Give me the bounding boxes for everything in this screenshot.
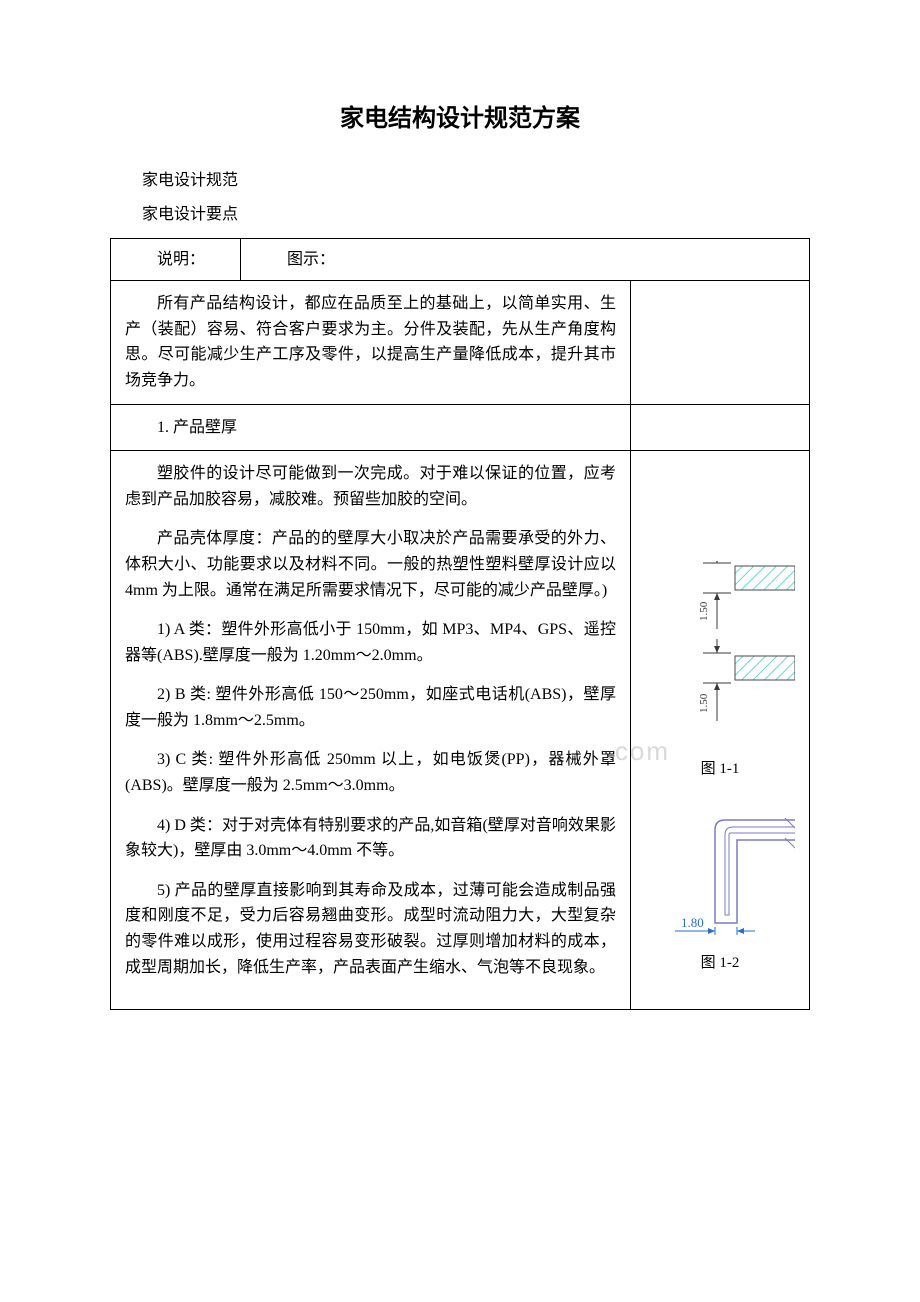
section-body-row: .com 塑胶件的设计尽可能做到一次完成。对于难以保证的位置，应考虑到产品加胶容… (111, 451, 810, 1010)
figure-1-1: 1.50 1.50 图 1-1 (645, 561, 795, 805)
figure-1-1-svg: 1.50 1.50 (645, 561, 795, 751)
figure-1-2: 1.80 图 1-2 (645, 815, 795, 999)
section-1-p6: 4) D 类：对于对壳体有特别要求的产品,如音箱(壁厚对音响效果影象较大)，壁厚… (125, 813, 616, 864)
section-1-heading: 1. 产品壁厚 (125, 415, 616, 441)
section-1-p2: 产品壳体厚度：产品的的壁厚大小取决於产品需要承受的外力、体积大小、功能要求以及材… (125, 526, 616, 603)
figure-1-2-svg: 1.80 (645, 815, 795, 945)
section-heading-figure-cell (631, 404, 810, 451)
figure-1-1-caption: 图 1-1 (701, 757, 740, 781)
intro-cell: 所有产品结构设计，都应在品质至上的基础上，以简单实用、生产（装配）容易、符合客户… (111, 281, 631, 404)
intro-row: 所有产品结构设计，都应在品质至上的基础上，以简单实用、生产（装配）容易、符合客户… (111, 281, 810, 404)
fig2-dim: 1.80 (681, 915, 704, 930)
figures-cell: 1.50 1.50 图 1-1 (631, 451, 810, 1010)
section-1-p5: 3) C 类: 塑件外形高低 250mm 以上，如电饭煲(PP)，器械外罩(AB… (125, 747, 616, 798)
subtitle-line-2: 家电设计要点 (110, 202, 810, 228)
fig1-dim2: 1.50 (698, 693, 710, 713)
document-title: 家电结构设计规范方案 (110, 100, 810, 138)
content-table: 说明： 图示： 所有产品结构设计，都应在品质至上的基础上，以简单实用、生产（装配… (110, 238, 810, 1011)
section-body-cell: .com 塑胶件的设计尽可能做到一次完成。对于难以保证的位置，应考虑到产品加胶容… (111, 451, 631, 1010)
intro-figure-cell (631, 281, 810, 404)
fig1-dim1: 1.50 (698, 601, 710, 621)
header-col-2: 图示： (241, 238, 810, 281)
section-heading-cell: 1. 产品壁厚 (111, 404, 631, 451)
figure-1-2-caption: 图 1-2 (701, 951, 740, 975)
section-heading-row: 1. 产品壁厚 (111, 404, 810, 451)
header-col-1: 说明： (111, 238, 241, 281)
intro-text: 所有产品结构设计，都应在品质至上的基础上，以简单实用、生产（装配）容易、符合客户… (125, 291, 616, 393)
section-1-p1: 塑胶件的设计尽可能做到一次完成。对于难以保证的位置，应考虑到产品加胶容易，减胶难… (125, 461, 616, 512)
subtitle-line-1: 家电设计规范 (110, 168, 810, 194)
section-1-p4: 2) B 类: 塑件外形高低 150～250mm，如座式电话机(ABS)，壁厚度… (125, 682, 616, 733)
section-1-p7: 5) 产品的壁厚直接影响到其寿命及成本，过薄可能会造成制品强度和刚度不足，受力后… (125, 878, 616, 980)
section-1-p3: 1) A 类：塑件外形高低小于 150mm，如 MP3、MP4、GPS、遥控器等… (125, 617, 616, 668)
table-header-row: 说明： 图示： (111, 238, 810, 281)
